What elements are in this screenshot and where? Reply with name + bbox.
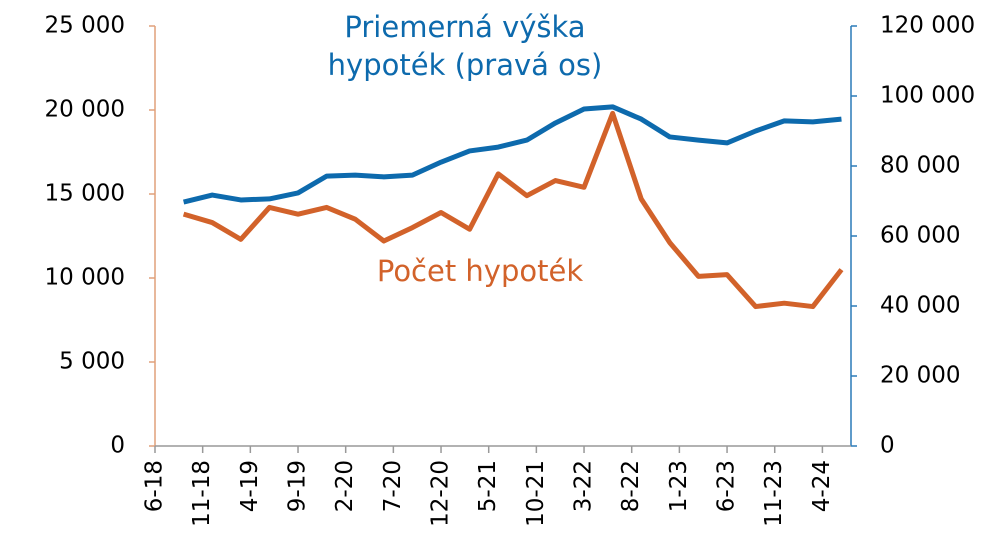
y-tick-label: 5 000 [59, 349, 125, 375]
y2-tick-label: 80 000 [880, 153, 960, 179]
x-tick-label: 6-23 [714, 460, 740, 512]
x-tick-label: 1-23 [666, 460, 692, 512]
series-line [182, 110, 844, 310]
y2-tick-label: 20 000 [880, 363, 960, 389]
y2-tick-label: 40 000 [880, 293, 960, 319]
x-tick-label: 11-18 [189, 460, 215, 527]
y2-tick-label: 100 000 [880, 83, 975, 109]
series-label-orange: Počet hypoték [376, 254, 584, 288]
x-tick-label: 6-18 [142, 460, 168, 512]
y-tick-label: 10 000 [45, 265, 125, 291]
series-label-blue: Priemerná výška hypoték (pravá os) [327, 10, 603, 82]
y-tick-label: 0 [110, 433, 125, 459]
x-tick-label: 8-22 [618, 460, 644, 512]
x-tick-label: 11-23 [761, 460, 787, 527]
x-tick-label: 3-22 [571, 460, 597, 512]
y-tick-label: 15 000 [45, 181, 125, 207]
x-tick-label: 5-21 [475, 460, 501, 512]
y-tick-label: 25 000 [45, 13, 125, 39]
y2-tick-label: 0 [880, 433, 895, 459]
y2-tick-label: 60 000 [880, 223, 960, 249]
y2-tick-label: 120 000 [880, 13, 975, 39]
x-tick-label: 10-21 [523, 460, 549, 527]
x-tick-label: 12-20 [428, 460, 454, 527]
x-tick-label: 4-24 [809, 460, 835, 512]
x-tick-label: 4-19 [237, 460, 263, 512]
x-tick-label: 9-19 [285, 460, 311, 512]
y-tick-label: 20 000 [45, 97, 125, 123]
x-tick-label: 7-20 [380, 460, 406, 512]
x-tick-label: 2-20 [332, 460, 358, 512]
series-line [183, 104, 842, 205]
